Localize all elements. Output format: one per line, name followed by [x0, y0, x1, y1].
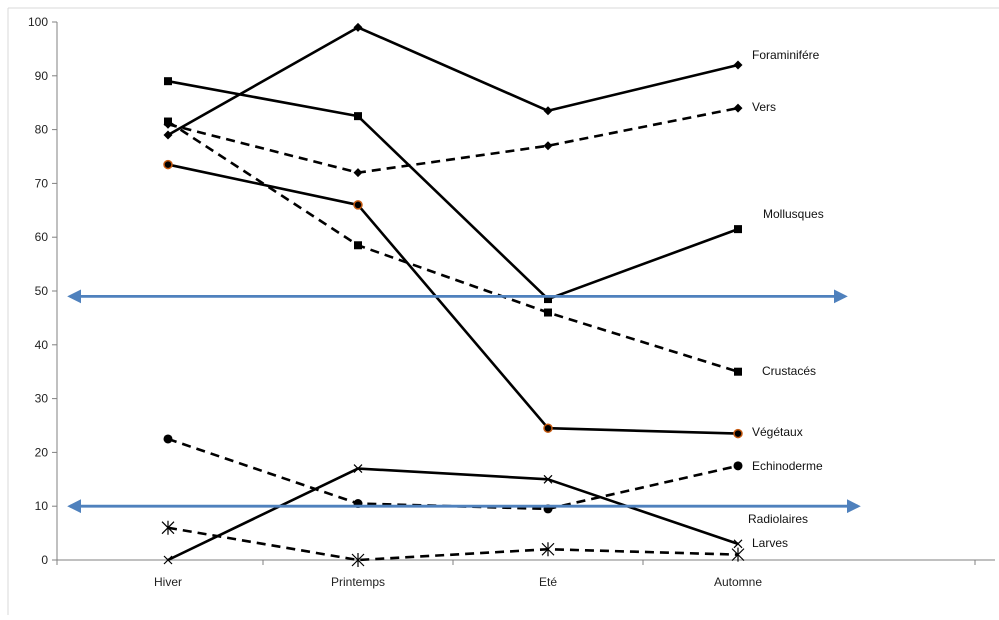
- data-point-marker: [733, 103, 743, 113]
- data-point-marker: [164, 77, 172, 86]
- data-point-marker: [163, 434, 173, 444]
- y-tick-label: 0: [41, 553, 48, 567]
- data-point-marker: [351, 553, 365, 567]
- data-point-marker: [733, 539, 743, 549]
- series-foraminifere: [163, 22, 743, 140]
- data-point-marker: [353, 168, 363, 178]
- chart-frame: [7, 7, 999, 615]
- series-line: [167, 437, 739, 511]
- series-label: Vers: [752, 100, 776, 114]
- series-crustaces: [164, 117, 742, 376]
- y-tick-label: 20: [35, 445, 49, 459]
- series-line: [167, 79, 739, 301]
- series-line: [167, 26, 739, 137]
- data-point-marker: [163, 130, 173, 140]
- series-label: Radiolaires: [748, 512, 808, 526]
- y-tick-label: 60: [35, 230, 49, 244]
- y-tick-label: 70: [35, 176, 49, 190]
- data-point-marker: [733, 461, 743, 471]
- series-label: Végétaux: [752, 425, 803, 439]
- data-point-marker: [734, 367, 742, 376]
- series-labels-layer: Foraminifére Vers Mollusques Crustacés Végét…: [748, 48, 824, 550]
- data-point-marker: [733, 428, 743, 439]
- data-point-marker: [353, 22, 363, 32]
- data-point-marker: [353, 464, 363, 473]
- data-point-marker: [543, 141, 553, 151]
- y-tick-label: 90: [35, 69, 49, 83]
- series-line: [167, 120, 739, 373]
- series-line: [167, 526, 739, 562]
- y-tick-label: 50: [35, 284, 49, 298]
- x-tick-label: Printemps: [331, 575, 385, 589]
- data-point-marker: [161, 520, 175, 535]
- series-layer: [161, 22, 745, 567]
- data-point-marker: [163, 555, 173, 565]
- data-point-marker: [733, 60, 743, 70]
- x-tick-label: Automne: [714, 575, 762, 589]
- data-point-marker: [164, 117, 172, 126]
- series-label: Larves: [752, 536, 788, 550]
- series-mollusques: [164, 77, 742, 304]
- data-point-marker: [163, 159, 173, 170]
- data-point-marker: [543, 423, 553, 433]
- series-label: Foraminifére: [752, 48, 820, 62]
- data-point-marker: [543, 474, 553, 484]
- series-label: Mollusques: [763, 207, 824, 221]
- y-tick-label: 100: [28, 15, 48, 29]
- y-tick-label: 30: [35, 392, 49, 406]
- data-point-marker: [543, 106, 553, 116]
- chart-axes: 0 10 20 30 40 50 60 70 80 90 100 Hiver Printemps Eté A…: [28, 15, 995, 589]
- data-point-marker: [734, 225, 742, 234]
- y-tick-label: 80: [35, 123, 49, 137]
- y-tick-label: 10: [35, 499, 49, 513]
- series-line: [167, 467, 739, 562]
- data-point-marker: [731, 547, 745, 562]
- x-tick-label: Eté: [539, 575, 557, 589]
- series-label: Crustacés: [762, 364, 816, 378]
- data-point-marker: [354, 112, 362, 121]
- series-label: Echinoderme: [752, 459, 823, 473]
- threshold-layer: [67, 289, 861, 514]
- series-line: [167, 106, 739, 174]
- data-point-marker: [353, 200, 363, 210]
- series-larves: [161, 520, 745, 567]
- series-radiolaires: [163, 464, 743, 565]
- series-line: [167, 163, 739, 435]
- y-tick-label: 40: [35, 338, 49, 352]
- series-vegetaux: [163, 159, 743, 439]
- data-point-marker: [541, 542, 555, 557]
- data-point-marker: [544, 308, 552, 317]
- data-point-marker: [354, 241, 362, 250]
- x-tick-label: Hiver: [154, 575, 182, 589]
- series-vers: [163, 103, 743, 178]
